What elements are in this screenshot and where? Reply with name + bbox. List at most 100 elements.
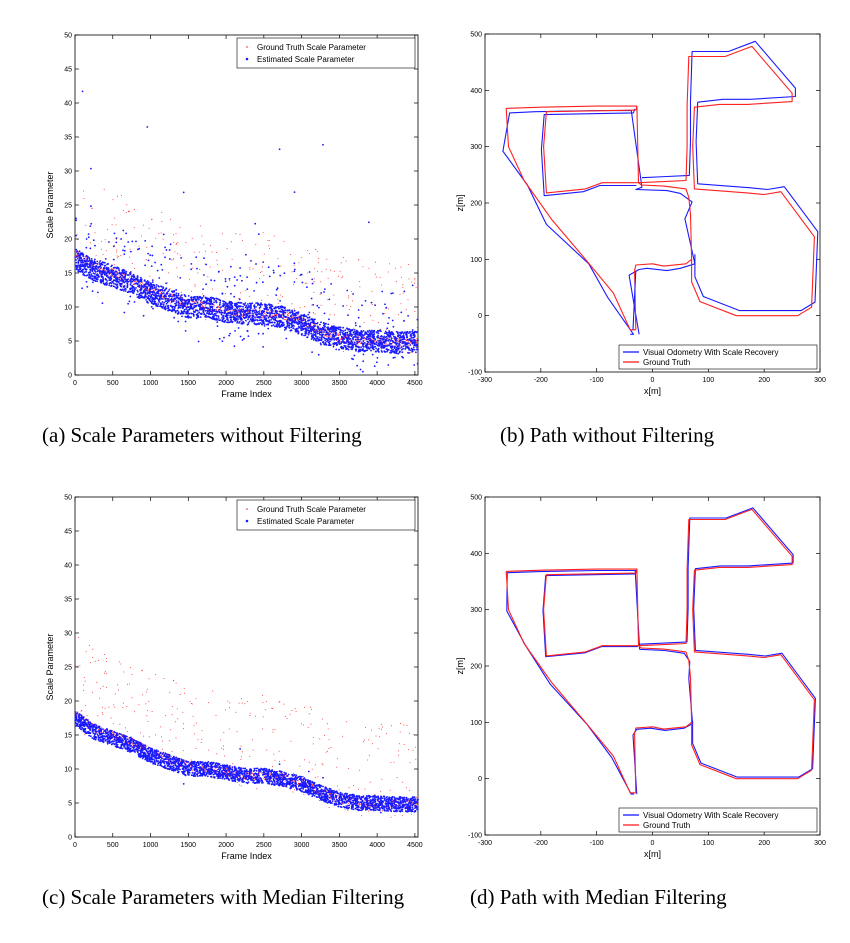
gt-point xyxy=(337,275,339,277)
scatter-points xyxy=(74,90,419,373)
estimate-point xyxy=(86,285,89,288)
estimate-point xyxy=(165,293,168,295)
estimate-point xyxy=(154,261,157,264)
estimate-point xyxy=(304,320,307,323)
estimate-point xyxy=(141,296,143,299)
estimate-point xyxy=(208,310,210,312)
estimate-point xyxy=(154,295,157,298)
estimate-point xyxy=(387,322,389,325)
estimate-point xyxy=(162,292,165,294)
y-tick-label: 10 xyxy=(64,305,72,312)
estimate-point xyxy=(128,300,131,303)
estimate-point xyxy=(349,332,352,335)
x-tick-label: 3500 xyxy=(332,842,348,849)
estimate-point xyxy=(135,287,137,289)
gt-point xyxy=(261,266,263,268)
estimate-point xyxy=(339,328,342,331)
estimate-point xyxy=(271,312,274,315)
scatter-chart-c: 0 500 1000 1500 2000 2500 3000 3500 4000 45000510… xyxy=(45,495,423,862)
estimate-point xyxy=(400,348,403,351)
estimate-point xyxy=(392,292,394,294)
estimate-point xyxy=(387,348,390,351)
estimate-point xyxy=(177,298,180,300)
estimate-point xyxy=(380,350,383,352)
gt-point xyxy=(337,333,339,335)
estimate-point xyxy=(347,343,350,346)
estimate-point xyxy=(274,314,277,317)
gt-point xyxy=(104,239,106,241)
estimate-point xyxy=(85,268,88,271)
estimate-point xyxy=(200,297,202,299)
estimate-point xyxy=(234,309,237,312)
estimate-point xyxy=(107,267,110,269)
gt-point xyxy=(193,725,195,727)
gt-point xyxy=(277,303,279,304)
gt-point xyxy=(194,285,196,287)
gt-point xyxy=(415,339,417,341)
estimate-point xyxy=(272,269,275,272)
x-tick-label: 1500 xyxy=(181,380,197,387)
estimate-point xyxy=(169,309,171,312)
estimate-point xyxy=(332,333,335,335)
estimate-point xyxy=(369,343,372,346)
gt-point xyxy=(158,233,160,235)
gt-point xyxy=(168,292,170,294)
estimate-point xyxy=(175,300,178,302)
estimate-point xyxy=(176,309,179,312)
estimate-point xyxy=(142,314,145,317)
estimate-point xyxy=(292,327,294,330)
estimate-point xyxy=(268,303,270,306)
estimate-point xyxy=(87,233,90,236)
estimate-point xyxy=(230,301,233,304)
gt-point xyxy=(174,251,176,253)
estimate-point xyxy=(405,333,407,335)
y-tick-label: 200 xyxy=(470,201,482,208)
estimate-point xyxy=(88,276,91,279)
estimate-point xyxy=(140,291,142,294)
estimate-point xyxy=(203,257,205,259)
estimate-point xyxy=(124,280,127,283)
estimate-point xyxy=(332,335,334,338)
estimate-point xyxy=(150,305,153,308)
estimate-point xyxy=(229,305,231,307)
gt-point xyxy=(225,768,227,770)
gt-point xyxy=(81,709,83,711)
estimate-point xyxy=(374,338,376,341)
gt-point xyxy=(100,241,102,243)
gt-point xyxy=(111,275,113,277)
estimate-point xyxy=(273,316,276,318)
x-tick-label: -200 xyxy=(534,377,548,384)
estimate-point xyxy=(98,265,101,268)
estimate-point xyxy=(279,274,282,277)
estimate-point xyxy=(327,336,330,339)
estimate-point xyxy=(169,298,172,301)
gt-point xyxy=(118,255,120,257)
gt-point xyxy=(112,199,114,201)
estimate-point xyxy=(151,300,153,303)
estimate-point xyxy=(333,342,336,344)
gt-point xyxy=(76,233,78,235)
y-axis-label: z[m] xyxy=(455,195,465,212)
estimate-point xyxy=(126,291,129,294)
gt-point xyxy=(263,275,265,277)
estimate-point xyxy=(371,334,374,337)
estimate-point xyxy=(156,269,159,272)
chart-panel-b: -300 -200 -100 0 100 200 300 -100 0 100 200 300 400 5… xyxy=(435,0,850,400)
estimate-point xyxy=(138,297,140,299)
estimate-point xyxy=(305,330,308,333)
estimate-point xyxy=(82,255,85,257)
estimate-point xyxy=(278,320,280,323)
estimate-point xyxy=(164,308,167,311)
estimate-point xyxy=(90,205,92,208)
estimate-point xyxy=(300,324,302,326)
estimate-point xyxy=(190,296,193,299)
gt-point xyxy=(384,313,386,315)
estimate-point xyxy=(357,349,360,352)
estimate-point xyxy=(289,311,292,314)
estimate-point xyxy=(85,246,88,249)
gt-point xyxy=(401,342,402,344)
estimate-point xyxy=(409,344,412,346)
estimate-point xyxy=(254,323,257,326)
gt-point xyxy=(395,281,397,283)
estimate-point xyxy=(162,298,164,300)
